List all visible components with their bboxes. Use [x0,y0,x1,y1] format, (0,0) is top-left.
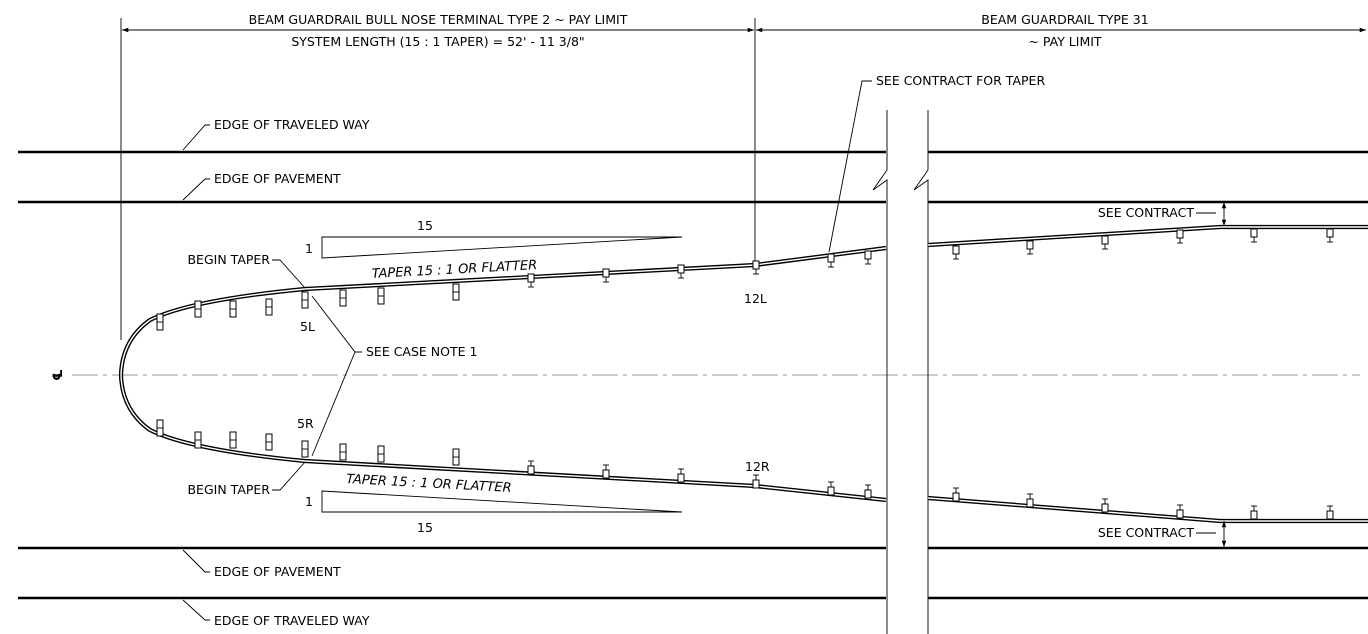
guardrail-post [452,448,460,466]
pay-limit-dimensions: BEAM GUARDRAIL BULL NOSE TERMINAL TYPE 2… [120,12,1366,340]
guardrail [118,224,1368,524]
see-case-note-label: SEE CASE NOTE 1 [366,344,477,359]
guardrail-post [229,300,237,318]
guardrail-post [265,433,273,451]
guardrail-post [602,464,610,479]
post-label-12l: 12L [744,291,767,306]
guardrail-post [827,253,835,268]
guardrail-post [339,289,347,307]
guardrail-post [156,419,164,437]
guardrail-post [194,431,202,449]
guardrail-post [265,298,273,316]
guardrail-post [452,283,460,301]
post-label-5l: 5L [300,319,315,334]
post-label-5r: 5R [297,416,314,431]
guardrail-post [602,268,610,283]
type31-label: BEAM GUARDRAIL TYPE 31 [981,12,1148,27]
post-label-12r: 12R [745,459,770,474]
guardrail-post [377,445,385,463]
see-contract-top-label: SEE CONTRACT [1098,205,1194,220]
edge-traveled-way-top-label: EDGE OF TRAVELED WAY [214,117,370,132]
guardrail-post [1176,504,1184,519]
guardrail-post [377,287,385,305]
type31-rail-bottom [927,495,1368,524]
guardrail-post [301,291,309,309]
guardrail-post [527,460,535,475]
guardrail-post [864,484,872,499]
guardrail-post [1250,228,1258,243]
edge-traveled-way-bottom-label: EDGE OF TRAVELED WAY [214,613,370,628]
road-edges [18,150,1368,600]
leaders [182,80,1227,621]
guardrail-post [1101,235,1109,250]
guardrail-post [1176,229,1184,244]
centerline-symbol: ℄ [51,369,66,381]
see-contract-bottom-label: SEE CONTRACT [1098,525,1194,540]
guardrail-post [229,431,237,449]
taper-bottom-label: TAPER 15 : 1 OR FLATTER [346,472,512,496]
guardrail-post [1326,505,1334,520]
slope-rise-bottom: 1 [305,494,313,509]
slope-triangles: 15 1 15 1 [305,218,683,535]
type31-pay-limit-label: ~ PAY LIMIT [1028,34,1101,49]
guardrail-post [864,250,872,265]
guardrail-post [194,300,202,318]
guardrail-post [677,468,685,483]
guardrail-post [1326,228,1334,243]
bull-nose-rail [118,245,887,503]
guardrail-post [1026,240,1034,255]
centerline: ℄ [51,369,1360,381]
guardrail-post [301,440,309,458]
slope-run-top: 15 [417,218,433,233]
guardrail-post [752,260,760,275]
break-lines [872,110,929,634]
guardrail-post [156,313,164,331]
guardrail-post [952,245,960,260]
slope-triangle-top [321,236,683,259]
annotations: SEE CONTRACT FOR TAPER EDGE OF TRAVELED … [187,73,1194,628]
guardrail-post [1026,493,1034,508]
edge-pavement-bottom-label: EDGE OF PAVEMENT [214,564,341,579]
bull-nose-pay-limit-label: BEAM GUARDRAIL BULL NOSE TERMINAL TYPE 2… [249,12,628,27]
slope-run-bottom: 15 [417,520,433,535]
guardrail-post [752,474,760,489]
guardrail-post [339,443,347,461]
guardrail-post [677,264,685,279]
edge-pavement-top-label: EDGE OF PAVEMENT [214,171,341,186]
guardrail-post [1250,505,1258,520]
guardrail-post [527,273,535,288]
begin-taper-top-label: BEGIN TAPER [187,252,270,267]
guardrail-post [1101,498,1109,513]
see-contract-taper-label: SEE CONTRACT FOR TAPER [876,73,1045,88]
slope-rise-top: 1 [305,241,313,256]
slope-triangle-bottom [321,490,683,513]
system-length-label: SYSTEM LENGTH (15 : 1 TAPER) = 52' - 11 … [291,34,584,49]
type31-rail-top [927,224,1368,248]
begin-taper-bottom-label: BEGIN TAPER [187,482,270,497]
guardrail-post [827,481,835,496]
guardrail-post [952,487,960,502]
guardrail-posts [156,228,1334,520]
